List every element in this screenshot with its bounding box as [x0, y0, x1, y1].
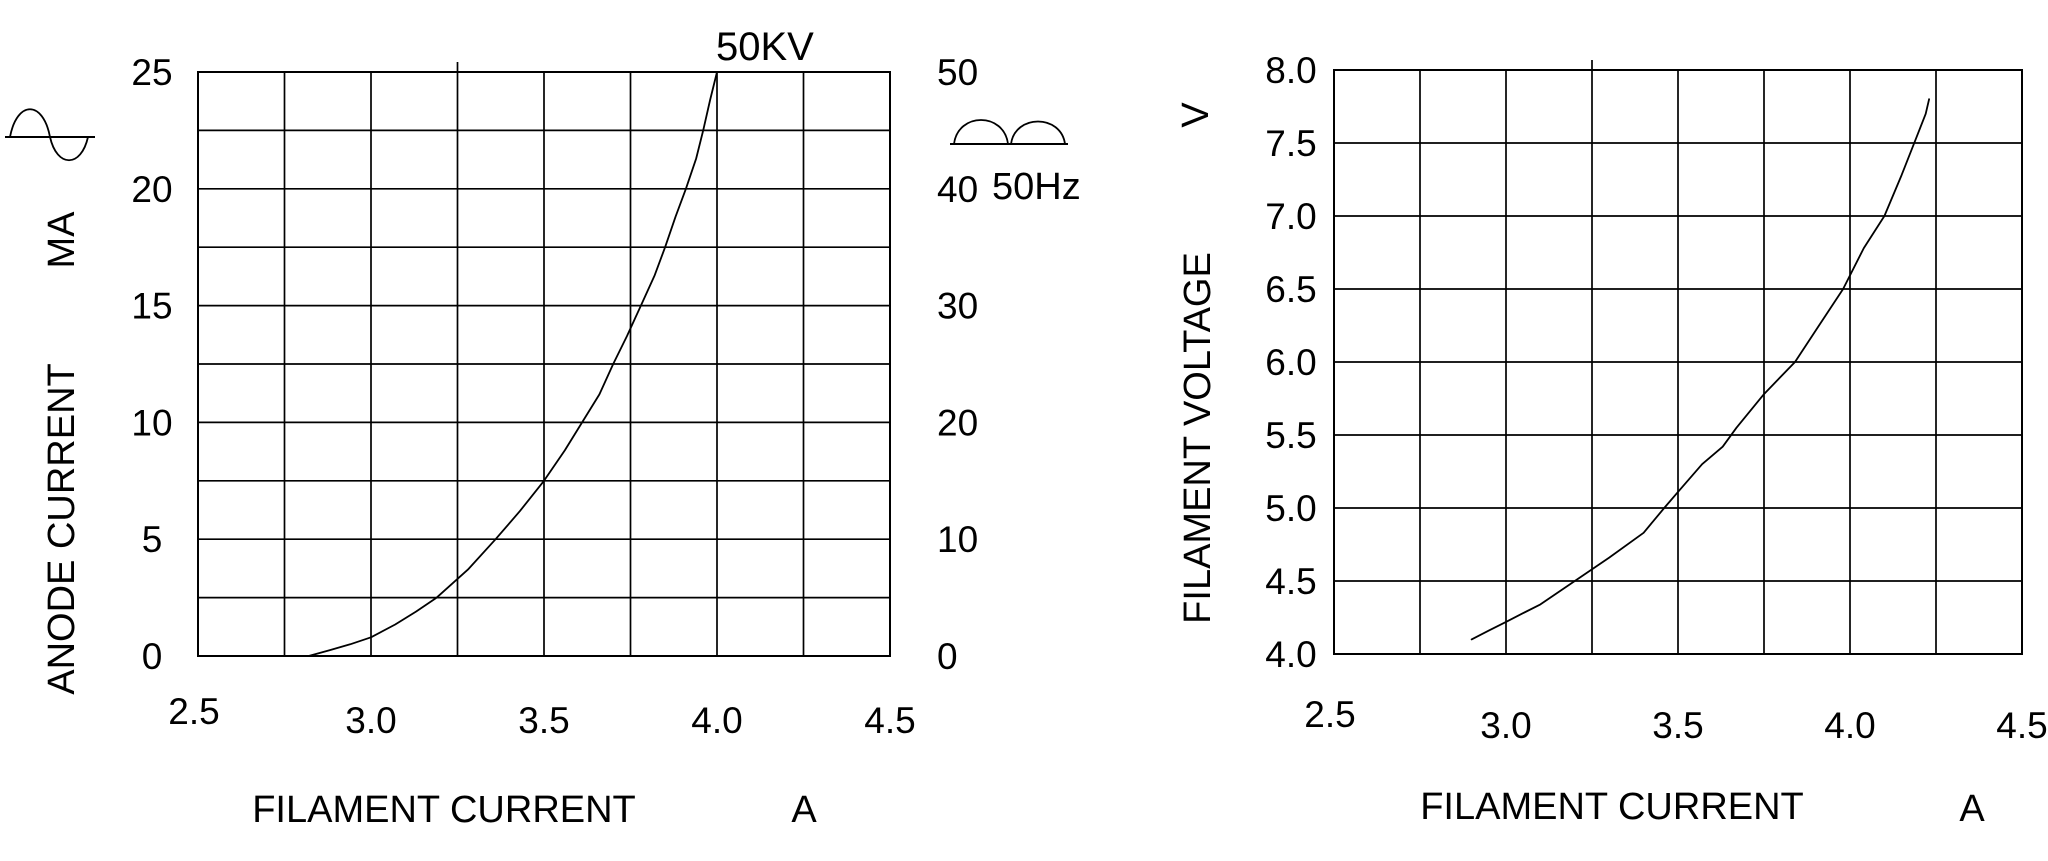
x-tick-label: 4.5: [864, 700, 915, 741]
x-tick-label: 3.0: [1480, 705, 1531, 746]
y-tick-label: 6.5: [1265, 269, 1316, 310]
x-tick-label: 3.5: [518, 700, 569, 741]
x-tick-label: 4.5: [1996, 705, 2047, 746]
filament-voltage-chart: 8.0 7.5 7.0 6.5 6.0 5.5 5.0 4.5 4.0 2.5 3.0 3.5 4.0 4…: [1175, 50, 2048, 830]
y-tick-label: 0: [142, 636, 163, 677]
y-tick-label: 5.5: [1265, 415, 1316, 456]
y-tick-label: 8.0: [1265, 50, 1316, 91]
plot-border: [197, 71, 891, 657]
y-tick-label: 7.5: [1265, 123, 1316, 164]
y2-tick-label: 50: [937, 52, 978, 93]
x-axis-title-left-chart: FILAMENT CURRENT: [252, 789, 636, 831]
data-curve: [1470, 98, 1930, 641]
y-tick-label: 7.0: [1265, 196, 1316, 237]
full-wave-rectified-icon: [950, 119, 1068, 145]
y-tick-label: 15: [131, 286, 172, 327]
grid-right-chart: [1333, 60, 2023, 655]
y-axis-unit-v: V: [1175, 102, 1217, 128]
tick-labels-right-chart: 8.0 7.5 7.0 6.5 6.0 5.5 5.0 4.5 4.0 2.5 3.0 3.5 4.0 4…: [1265, 50, 2047, 746]
x-tick-label: 3.0: [345, 700, 396, 741]
x-tick-label: 2.5: [1304, 694, 1355, 735]
y-tick-label: 10: [131, 402, 172, 443]
x-axis-title-right-chart: FILAMENT CURRENT: [1420, 786, 1804, 828]
y2-tick-label: 30: [937, 286, 978, 327]
filament-voltage-curve: [1470, 98, 1930, 641]
y-tick-label: 20: [131, 169, 172, 210]
sine-wave-icon: [5, 108, 95, 162]
y2-tick-label: 20: [937, 402, 978, 443]
curve-label-50kv: 50KV: [716, 25, 814, 69]
y-tick-label: 5.0: [1265, 488, 1316, 529]
y2-tick-label: 10: [937, 519, 978, 560]
x-axis-unit-right-chart: A: [1959, 788, 1985, 830]
x-tick-label: 2.5: [168, 691, 219, 732]
x-tick-label: 4.0: [1824, 705, 1875, 746]
y-axis-unit-ma: MA: [41, 211, 83, 269]
y-axis-title-filament-voltage: FILAMENT VOLTAGE: [1177, 252, 1219, 624]
y2-tick-label: 40: [937, 169, 978, 210]
y-axis-title-anode-current: ANODE CURRENT: [41, 363, 83, 694]
x-axis-unit-left-chart: A: [791, 789, 817, 831]
x-tick-label: 3.5: [1652, 705, 1703, 746]
y-tick-label: 4.5: [1265, 561, 1316, 602]
y2-tick-label: 0: [937, 636, 958, 677]
y-tick-label: 5: [142, 519, 163, 560]
data-curve: [307, 71, 718, 657]
frequency-note: 50Hz: [992, 166, 1081, 208]
y-tick-label: 4.0: [1265, 634, 1316, 675]
grid-left-chart: [197, 62, 891, 657]
x-tick-label: 4.0: [691, 700, 742, 741]
plot-border: [1333, 69, 2023, 655]
anode-current-curve: [307, 71, 718, 657]
y-tick-label: 6.0: [1265, 342, 1316, 383]
y-tick-label: 25: [131, 52, 172, 93]
